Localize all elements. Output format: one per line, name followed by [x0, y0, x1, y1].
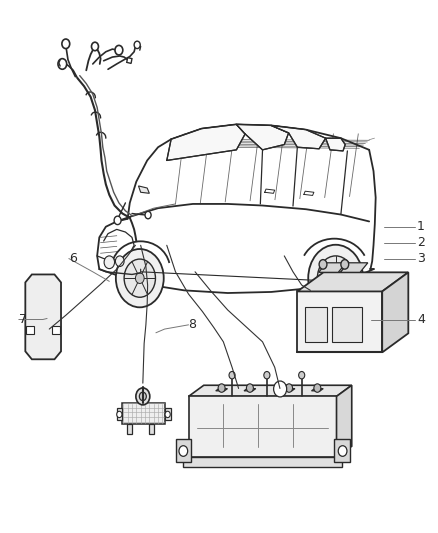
Circle shape [62, 39, 70, 49]
Circle shape [145, 212, 151, 219]
Circle shape [139, 392, 146, 401]
Circle shape [58, 59, 67, 69]
Circle shape [286, 384, 293, 392]
Polygon shape [127, 58, 132, 63]
Circle shape [299, 372, 305, 379]
Circle shape [115, 45, 123, 55]
Polygon shape [334, 439, 350, 462]
Polygon shape [340, 263, 368, 272]
Circle shape [318, 256, 354, 301]
Polygon shape [244, 389, 256, 391]
Circle shape [319, 260, 327, 269]
Circle shape [104, 256, 115, 269]
Polygon shape [297, 292, 382, 352]
Circle shape [165, 411, 170, 418]
Circle shape [124, 259, 155, 297]
Polygon shape [305, 308, 327, 342]
Text: 6: 6 [69, 252, 77, 265]
Polygon shape [177, 439, 191, 462]
Ellipse shape [38, 287, 49, 296]
Text: 1: 1 [417, 220, 425, 233]
Text: 7: 7 [19, 313, 27, 326]
Polygon shape [319, 263, 346, 272]
Polygon shape [382, 272, 408, 352]
Polygon shape [336, 385, 352, 457]
Polygon shape [216, 389, 227, 391]
Text: 4: 4 [417, 313, 425, 326]
Polygon shape [138, 186, 149, 193]
Circle shape [229, 372, 235, 379]
Circle shape [308, 245, 363, 312]
Circle shape [341, 260, 349, 269]
Circle shape [218, 384, 225, 392]
Circle shape [264, 372, 270, 379]
Circle shape [116, 249, 164, 308]
Circle shape [116, 256, 124, 266]
Polygon shape [167, 124, 245, 160]
Polygon shape [271, 125, 325, 149]
Circle shape [330, 272, 341, 285]
Circle shape [92, 42, 99, 51]
Polygon shape [188, 397, 336, 457]
Circle shape [135, 273, 144, 284]
Polygon shape [311, 389, 323, 391]
Circle shape [314, 384, 321, 392]
Circle shape [274, 381, 287, 397]
Polygon shape [325, 138, 345, 151]
Circle shape [114, 216, 121, 224]
Text: 2: 2 [417, 236, 425, 249]
Polygon shape [297, 272, 408, 292]
Circle shape [179, 446, 187, 456]
Text: 3: 3 [417, 252, 425, 265]
Polygon shape [127, 424, 132, 433]
Polygon shape [188, 385, 352, 397]
Polygon shape [149, 424, 154, 433]
Text: 8: 8 [188, 318, 197, 332]
Polygon shape [26, 326, 34, 334]
Circle shape [134, 41, 140, 49]
Polygon shape [332, 308, 362, 342]
Polygon shape [165, 408, 171, 420]
Circle shape [247, 384, 253, 392]
Polygon shape [52, 326, 60, 334]
Polygon shape [184, 457, 342, 467]
Circle shape [338, 446, 347, 456]
Polygon shape [237, 124, 289, 150]
Polygon shape [122, 403, 165, 424]
Polygon shape [283, 389, 295, 391]
Circle shape [117, 411, 122, 418]
Polygon shape [117, 408, 122, 420]
Ellipse shape [38, 338, 49, 348]
Ellipse shape [37, 312, 49, 324]
Circle shape [136, 388, 150, 405]
Polygon shape [25, 274, 61, 359]
